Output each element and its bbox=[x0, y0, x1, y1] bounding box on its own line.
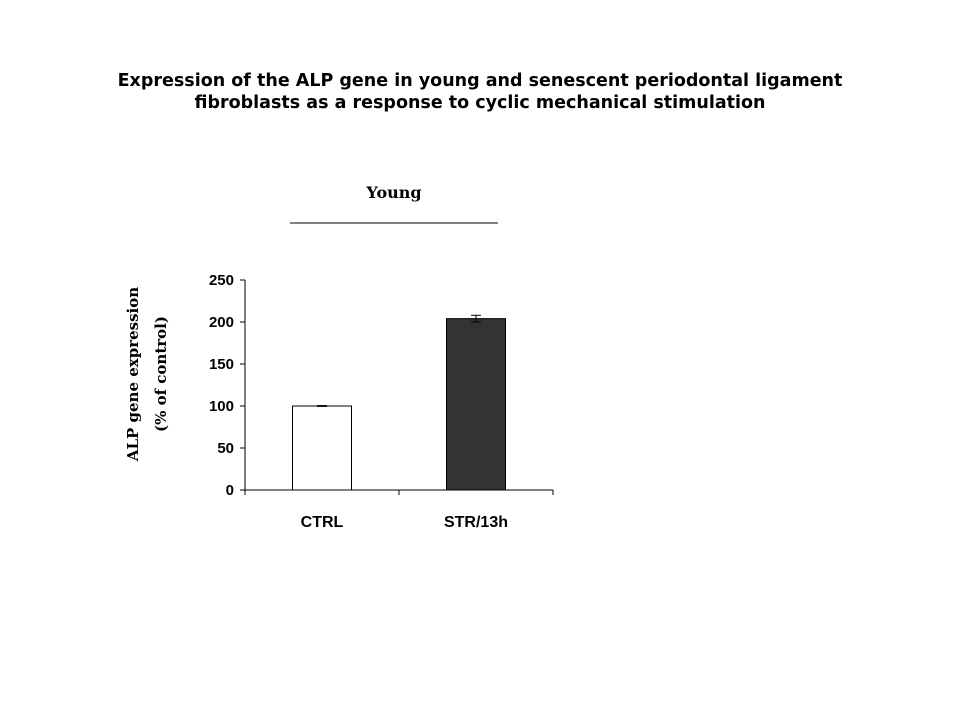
y-tick-label: 0 bbox=[226, 482, 234, 499]
bar-str-13h bbox=[446, 318, 506, 491]
y-tick-label: 250 bbox=[209, 272, 234, 289]
y-tick-label: 150 bbox=[209, 356, 234, 373]
chart-title-line-1: Expression of the ALP gene in young and … bbox=[117, 71, 843, 91]
y-tick-label: 100 bbox=[209, 398, 234, 415]
group-label: Young bbox=[366, 183, 422, 202]
x-tick-label: STR/13h bbox=[444, 514, 508, 531]
bar-ctrl bbox=[292, 405, 352, 491]
chart-title: Expression of the ALP gene in young and … bbox=[0, 70, 960, 114]
x-tick-label: CTRL bbox=[301, 514, 344, 531]
chart-title-line-2: fibroblasts as a response to cyclic mech… bbox=[194, 93, 766, 113]
group-bracket-line bbox=[290, 222, 498, 224]
y-tick-label: 50 bbox=[217, 440, 234, 457]
y-tick-label: 200 bbox=[209, 314, 234, 331]
